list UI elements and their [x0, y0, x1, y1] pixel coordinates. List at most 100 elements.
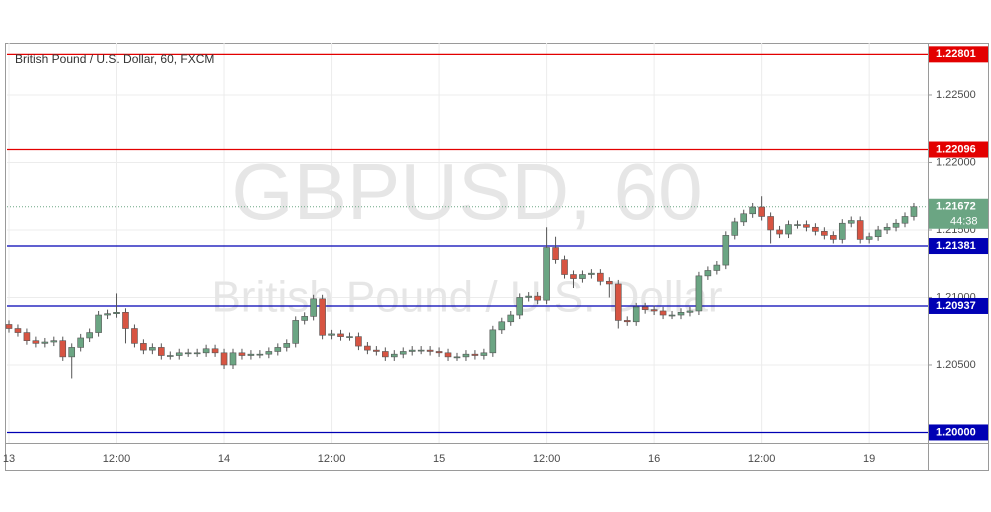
x-tick-label: 12:00	[748, 453, 776, 465]
candle-body	[731, 221, 739, 236]
candle-body	[220, 352, 228, 366]
candle-body	[830, 235, 837, 240]
level-label-bg	[929, 141, 988, 158]
candle-body	[668, 314, 676, 317]
levels	[7, 53, 928, 434]
frame	[5, 43, 989, 471]
candle-body	[892, 222, 900, 228]
candle-body	[122, 312, 129, 329]
candle-body	[812, 226, 819, 232]
candle-body	[417, 349, 425, 352]
level-label: 1.20937	[936, 300, 976, 312]
candle-body	[23, 332, 31, 341]
x-tick-label: 14	[218, 453, 230, 465]
candle-body	[606, 280, 613, 285]
candle-body	[659, 310, 667, 316]
candle-body	[59, 340, 67, 358]
level-label-bg	[929, 297, 988, 314]
level-label-bg	[929, 424, 988, 441]
axis-labels: 1.200001.205001.210001.215001.220001.225…	[3, 46, 988, 465]
candle-body	[373, 349, 380, 352]
candle-body	[794, 224, 801, 226]
candle-body	[650, 309, 658, 312]
candle-body	[408, 349, 416, 352]
candle-body	[570, 274, 577, 279]
candle-body	[507, 314, 515, 323]
x-tick-label: 15	[433, 453, 445, 465]
candle-body	[677, 312, 685, 316]
candle-body	[77, 337, 84, 348]
candle-body	[41, 341, 49, 344]
x-tick-label: 19	[863, 453, 875, 465]
level-label: 1.21381	[936, 240, 976, 252]
candle-body	[865, 236, 873, 240]
candle-body	[113, 312, 120, 314]
candle-body	[337, 333, 344, 337]
candle-body	[901, 216, 909, 224]
candle-body	[283, 343, 291, 348]
candle-body	[614, 283, 622, 321]
candle-body	[32, 340, 40, 344]
y-tick-label: 1.22000	[936, 156, 976, 168]
candle-body	[355, 336, 362, 347]
candle-body	[632, 306, 640, 323]
candle-body	[453, 356, 461, 359]
countdown: 44:38	[950, 216, 978, 228]
candle-body	[435, 351, 443, 354]
candle-body	[149, 347, 156, 351]
candle-body	[749, 206, 756, 215]
last-price-bg	[929, 198, 988, 229]
candle-body	[543, 247, 550, 301]
candle-body	[883, 226, 891, 231]
candle-body	[175, 352, 183, 356]
watermark-subtitle: British Pound / U.S. Dollar	[211, 273, 722, 322]
candle-body	[5, 324, 13, 329]
candle-body	[426, 349, 434, 352]
candle-body	[319, 298, 326, 336]
candle-body	[498, 321, 506, 331]
candle-body	[184, 352, 192, 355]
candle-body	[588, 272, 595, 275]
candle-body	[767, 216, 774, 231]
candle-body	[722, 235, 730, 266]
candle-body	[390, 353, 398, 358]
candle-body	[256, 353, 264, 356]
candle-body	[561, 259, 568, 275]
candle-body	[489, 329, 497, 354]
candle-body	[758, 206, 765, 217]
candle-body	[382, 351, 389, 358]
candle-body	[910, 206, 918, 217]
candle-body	[399, 351, 407, 355]
candle-body	[193, 352, 201, 355]
candle-body	[552, 247, 559, 260]
candle-body	[292, 320, 300, 344]
candle-body	[140, 343, 147, 351]
y-tick-label: 1.22500	[936, 89, 976, 101]
candle-body	[856, 220, 864, 240]
candle-body	[579, 274, 586, 279]
candle-body	[364, 345, 371, 351]
level-label: 1.20000	[936, 426, 976, 438]
candle-body	[202, 348, 210, 354]
candle-body	[704, 270, 712, 277]
candle-body	[874, 229, 882, 238]
candle-body	[821, 231, 828, 236]
x-tick-label: 12:00	[103, 453, 131, 465]
candle-body	[310, 298, 317, 317]
candles	[5, 196, 918, 379]
candle-body	[265, 351, 273, 355]
candle-body	[516, 297, 524, 316]
candle-body	[462, 353, 470, 358]
candle-body	[597, 272, 604, 282]
candle-body	[301, 316, 308, 321]
level-label-bg	[929, 46, 988, 63]
level-label-bg	[929, 238, 988, 255]
candle-body	[346, 336, 353, 338]
candle-body	[274, 347, 282, 352]
candle-body	[776, 229, 783, 235]
candle-body	[14, 328, 22, 333]
x-tick-label: 12:00	[318, 453, 346, 465]
candle-body	[50, 340, 58, 343]
candle-body	[95, 314, 102, 333]
